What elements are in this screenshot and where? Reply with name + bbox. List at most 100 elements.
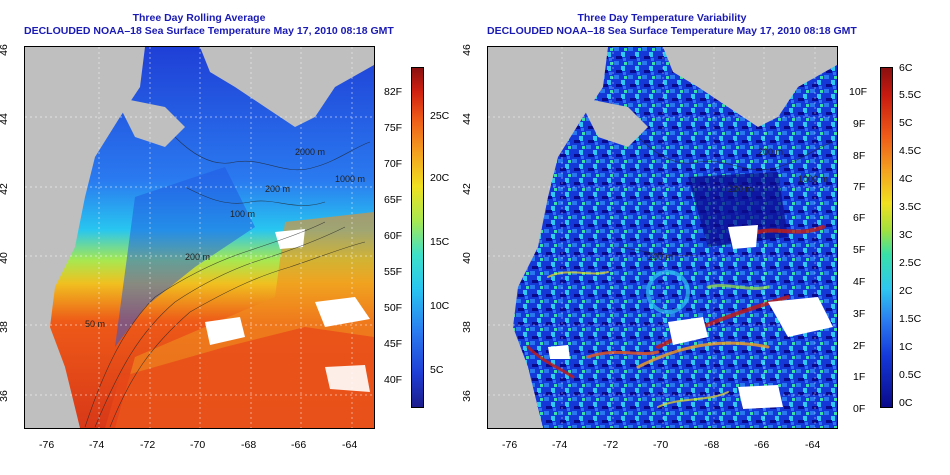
colorbar-label: 70F xyxy=(384,158,403,170)
contour-label: 200 m xyxy=(758,147,783,157)
contour-label: 50 m xyxy=(85,319,105,329)
right-title-line1: Three Day Temperature Variability xyxy=(577,12,747,24)
colorbar-label: 50F xyxy=(384,302,403,314)
right-title-line2: DECLOUDED NOAA–18 Sea Surface Temperatur… xyxy=(487,25,857,37)
colorbar-label: 82F xyxy=(384,86,403,98)
x-tick-label: -76 xyxy=(39,439,55,451)
y-tick-label: 40 xyxy=(0,252,10,264)
colorbar-label: 4F xyxy=(853,276,866,288)
x-tick-label: -64 xyxy=(805,439,821,451)
colorbar-label: 5C xyxy=(899,117,913,129)
y-tick-label: 42 xyxy=(460,183,473,195)
colorbar-label: 15C xyxy=(430,236,450,248)
x-tick-label: -74 xyxy=(552,439,568,451)
cloud-gap xyxy=(728,225,758,249)
colorbar-label: 75F xyxy=(384,122,403,134)
colorbar-label: 5F xyxy=(853,244,866,256)
colorbar-label: 1.5C xyxy=(899,313,922,325)
graticule xyxy=(25,47,374,428)
y-tick-label: 42 xyxy=(0,183,10,195)
graticule xyxy=(488,47,837,428)
colorbar-label: 0C xyxy=(899,397,913,409)
sst-average-image: 2000 m 200 m 200 m 50 m 100 m 1000 m xyxy=(25,47,374,428)
colorbar-label: 4.5C xyxy=(899,145,922,157)
x-tick-label: -64 xyxy=(342,439,358,451)
x-tick-label: -76 xyxy=(502,439,518,451)
cloud-gap xyxy=(275,229,305,249)
bathymetry-contours xyxy=(84,136,371,428)
y-tick-label: 46 xyxy=(0,44,10,56)
cloud-gap xyxy=(548,345,570,359)
cloud-gap xyxy=(325,365,370,392)
land-nova-scotia xyxy=(200,47,374,127)
land-mainland xyxy=(488,47,608,428)
x-tick-label: -66 xyxy=(291,439,307,451)
land-nova-scotia xyxy=(663,47,837,127)
variability-colorbar xyxy=(880,67,893,408)
y-tick-label: 36 xyxy=(460,390,473,402)
colorbar-label: 10C xyxy=(430,300,450,312)
colorbar-label: 3.5C xyxy=(899,201,922,213)
colorbar-label: 6C xyxy=(899,62,913,74)
contour-label: 100 m xyxy=(230,209,255,219)
y-tick-label: 40 xyxy=(460,252,473,264)
colorbar-label: 45F xyxy=(384,338,403,350)
colorbar-label: 5.5C xyxy=(899,89,922,101)
y-tick-label: 44 xyxy=(0,113,10,125)
x-tick-label: -66 xyxy=(754,439,770,451)
cloud-gap xyxy=(768,297,833,337)
colorbar-label: 2C xyxy=(899,285,913,297)
bathymetry-contours xyxy=(617,136,834,256)
contour-label: 1000 m xyxy=(798,174,828,184)
colorbar-label: 6F xyxy=(853,212,866,224)
colorbar-label: 55F xyxy=(384,266,403,278)
contour-label: 1000 m xyxy=(335,174,365,184)
y-tick-label: 36 xyxy=(0,390,10,402)
gulf-stream-core xyxy=(105,327,374,428)
colorbar-label: 1F xyxy=(853,371,866,383)
y-tick-label: 38 xyxy=(460,321,473,333)
cloud-gap xyxy=(738,385,783,409)
contour-label: 200 m xyxy=(648,252,673,262)
contour-label: 200 m xyxy=(185,252,210,262)
contour-label: 200 m xyxy=(265,184,290,194)
x-tick-label: -72 xyxy=(603,439,619,451)
colorbar-label: 2F xyxy=(853,340,866,352)
colorbar-label: 40F xyxy=(384,374,403,386)
x-tick-label: -72 xyxy=(140,439,156,451)
y-tick-label: 46 xyxy=(460,44,473,56)
y-tick-label: 38 xyxy=(0,321,10,333)
colorbar-label: 20C xyxy=(430,172,450,184)
cloud-gap xyxy=(668,317,708,345)
low-variability-zone xyxy=(688,172,788,247)
colorbar-label: 60F xyxy=(384,230,403,242)
colorbar-label: 3F xyxy=(853,308,866,320)
colorbar-label: 0F xyxy=(853,403,866,415)
colorbar-label: 2.5C xyxy=(899,257,922,269)
colorbar-label: 3C xyxy=(899,229,913,241)
x-tick-label: -74 xyxy=(89,439,105,451)
colorbar-label: 8F xyxy=(853,150,866,162)
colorbar-label: 25C xyxy=(430,110,450,122)
y-tick-label: 44 xyxy=(460,113,473,125)
colorbar-label: 0.5C xyxy=(899,369,922,381)
colorbar-label: 4C xyxy=(899,173,913,185)
left-title-line2: DECLOUDED NOAA–18 Sea Surface Temperatur… xyxy=(24,25,394,37)
contour-label: 2000 m xyxy=(295,147,325,157)
colorbar-label: 5C xyxy=(430,364,444,376)
sst-colorbar xyxy=(411,67,424,408)
cloud-gap xyxy=(205,317,245,345)
eddy-ring xyxy=(646,270,690,314)
x-tick-label: -68 xyxy=(241,439,257,451)
colorbar-label: 7F xyxy=(853,181,866,193)
x-tick-label: -70 xyxy=(190,439,206,451)
x-tick-label: -70 xyxy=(653,439,669,451)
land-mainland xyxy=(25,47,145,428)
colorbar-label: 10F xyxy=(849,86,868,98)
colorbar-label: 65F xyxy=(384,194,403,206)
cloud-gap xyxy=(315,297,370,327)
sst-variability-image: 200 m 200 m 200 m 1000 m xyxy=(488,47,837,428)
x-tick-label: -68 xyxy=(704,439,720,451)
colorbar-label: 1C xyxy=(899,341,913,353)
sst-average-map: 2000 m 200 m 200 m 50 m 100 m 1000 m xyxy=(24,46,375,429)
